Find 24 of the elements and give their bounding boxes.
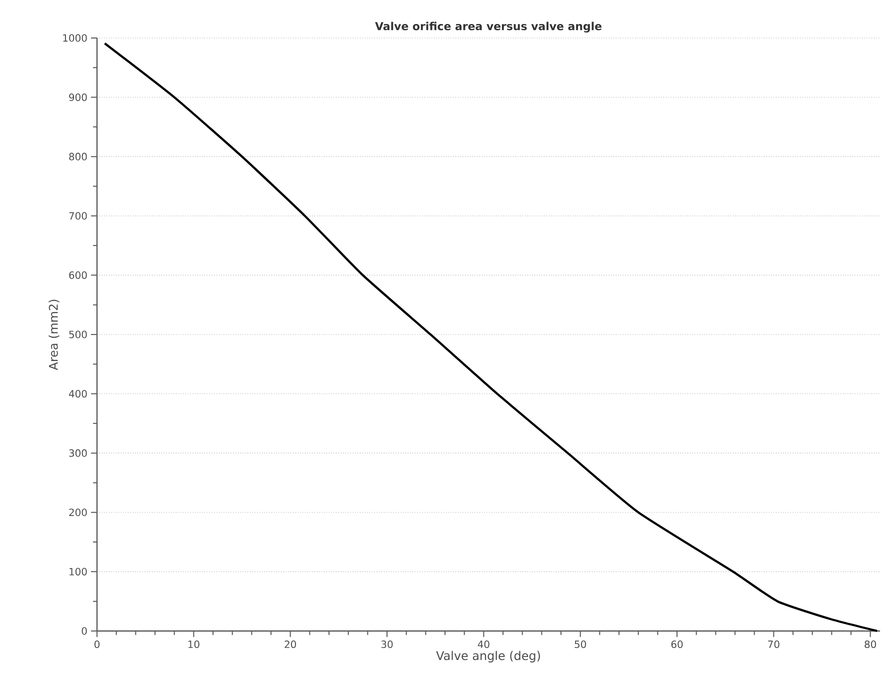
y-axis-title: Area (mm2) — [48, 300, 60, 370]
y-tick-label: 900 — [69, 94, 87, 102]
y-tick-label: 500 — [69, 330, 87, 338]
y-tick-label: 600 — [69, 271, 87, 279]
x-tick-label: 0 — [94, 640, 100, 648]
x-tick-label: 50 — [574, 640, 586, 648]
x-tick-label: 80 — [864, 640, 876, 648]
x-tick-label: 40 — [478, 640, 490, 648]
chart-title: Valve orifice area versus valve angle — [375, 22, 602, 32]
y-tick-label: 0 — [82, 627, 87, 635]
x-tick-label: 60 — [671, 640, 683, 648]
x-axis-title: Valve angle (deg) — [436, 650, 540, 662]
y-tick-label: 1000 — [63, 34, 87, 42]
y-tick-label: 800 — [69, 152, 87, 160]
y-tick-label: 300 — [69, 449, 87, 457]
x-tick-label: 30 — [381, 640, 393, 648]
y-tick-label: 100 — [70, 568, 87, 576]
x-tick-label: 70 — [768, 640, 780, 648]
y-tick-label: 700 — [69, 212, 87, 220]
y-tick-label: 400 — [68, 390, 87, 398]
x-tick-label: 10 — [188, 640, 200, 648]
line-series — [104, 42, 878, 632]
y-tick-label: 200 — [69, 508, 87, 516]
x-tick-label: 20 — [284, 640, 296, 648]
